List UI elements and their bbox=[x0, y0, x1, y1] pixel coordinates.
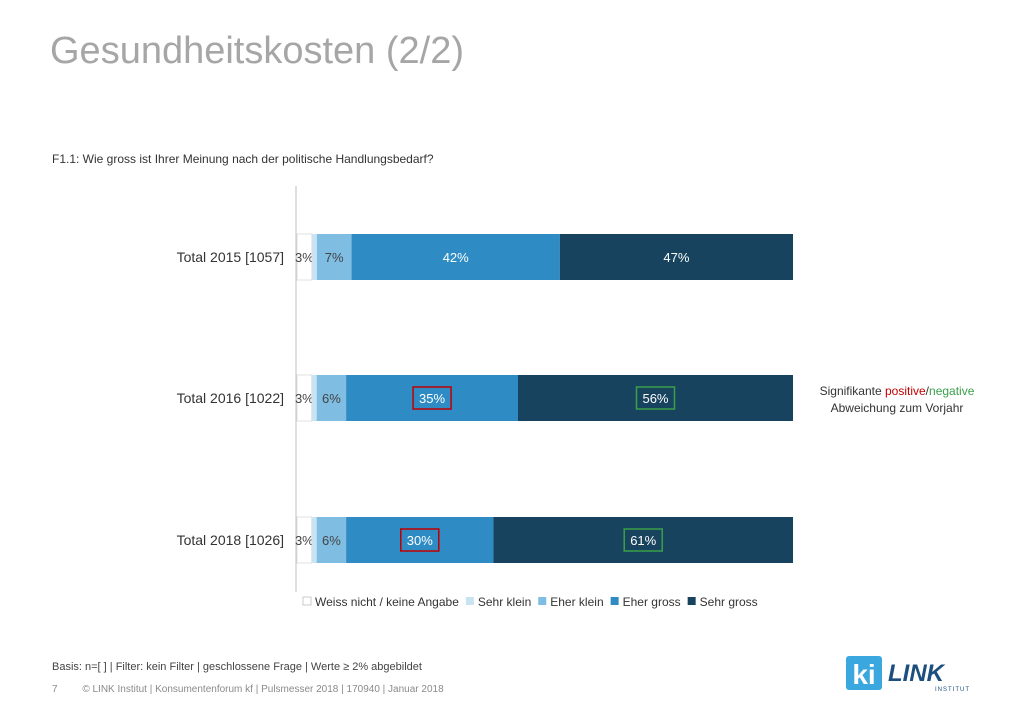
bar-segment bbox=[351, 234, 560, 280]
bar-segment bbox=[311, 375, 317, 421]
significance-box bbox=[400, 528, 440, 552]
category-label: Total 2016 [1022] bbox=[177, 390, 284, 406]
data-label: 61% bbox=[630, 533, 656, 548]
legend-label: Eher klein bbox=[550, 595, 603, 609]
question-text: F1.1: Wie gross ist Ihrer Meinung nach d… bbox=[52, 152, 434, 166]
bar-segment bbox=[346, 375, 518, 421]
significance-box bbox=[412, 386, 452, 410]
logo-main-text: LINK bbox=[888, 660, 946, 687]
logo-mark-text: ki bbox=[852, 659, 875, 690]
data-label: 30% bbox=[407, 533, 433, 548]
logo-mark-bg bbox=[846, 656, 882, 690]
significance-box bbox=[623, 528, 663, 552]
data-label: 42% bbox=[443, 250, 469, 265]
data-label: 3% bbox=[295, 250, 314, 265]
bar-segment bbox=[311, 234, 317, 280]
bar-segment bbox=[346, 517, 494, 563]
significance-note: Signifikante positive/negative Abweichun… bbox=[796, 383, 998, 417]
legend-swatch bbox=[538, 597, 547, 605]
data-label: 3% bbox=[295, 533, 314, 548]
data-label: 47% bbox=[663, 250, 689, 265]
footer-line: 7 © LINK Institut | Konsumentenforum kf … bbox=[52, 684, 444, 695]
legend-swatch bbox=[302, 596, 312, 606]
page-number: 7 bbox=[52, 684, 58, 695]
footer-copyright: © LINK Institut | Konsumentenforum kf | … bbox=[82, 684, 444, 695]
page-title: Gesundheitskosten (2/2) bbox=[50, 30, 465, 72]
significance-positive: positive bbox=[884, 384, 926, 398]
bar-segment bbox=[316, 517, 347, 563]
category-label: Total 2015 [1057] bbox=[177, 249, 284, 265]
significance-prefix: Signifikante bbox=[819, 384, 885, 398]
footer-basis: Basis: n=[ ] | Filter: kein Filter | ges… bbox=[52, 661, 422, 673]
significance-line2: Abweichung zum Vorjahr bbox=[830, 401, 964, 415]
legend-label: Eher gross bbox=[623, 595, 681, 609]
data-label: 6% bbox=[322, 391, 341, 406]
bar-segment bbox=[559, 234, 793, 280]
data-label: 6% bbox=[322, 533, 341, 548]
bar-segment bbox=[493, 517, 793, 563]
data-label: 3% bbox=[295, 391, 314, 406]
legend-swatch bbox=[610, 597, 619, 605]
legend-label: Sehr klein bbox=[478, 595, 531, 609]
legend-swatch bbox=[465, 597, 474, 605]
logo-sub-text: INSTITUT bbox=[935, 687, 970, 693]
data-label: 7% bbox=[325, 250, 344, 265]
bar-segment bbox=[316, 375, 347, 421]
bar-segment bbox=[316, 234, 352, 280]
significance-slash: / bbox=[925, 384, 930, 398]
data-label: 56% bbox=[642, 391, 668, 406]
category-label: Total 2018 [1026] bbox=[177, 532, 284, 548]
bar-segment bbox=[517, 375, 793, 421]
legend-label: Sehr gross bbox=[700, 595, 758, 609]
legend-label: Weiss nicht / keine Angabe bbox=[315, 595, 459, 609]
stacked-bar-chart: Total 2015 [1057] 3% 7% 42% 47% Total 2016 [1… bbox=[177, 186, 793, 609]
legend-swatch bbox=[687, 597, 696, 605]
link-institut-logo: ki LINK INSTITUT bbox=[846, 656, 970, 693]
significance-box bbox=[635, 386, 676, 410]
significance-negative: negative bbox=[929, 384, 975, 398]
data-label: 35% bbox=[419, 391, 445, 406]
bar-segment bbox=[311, 517, 317, 563]
